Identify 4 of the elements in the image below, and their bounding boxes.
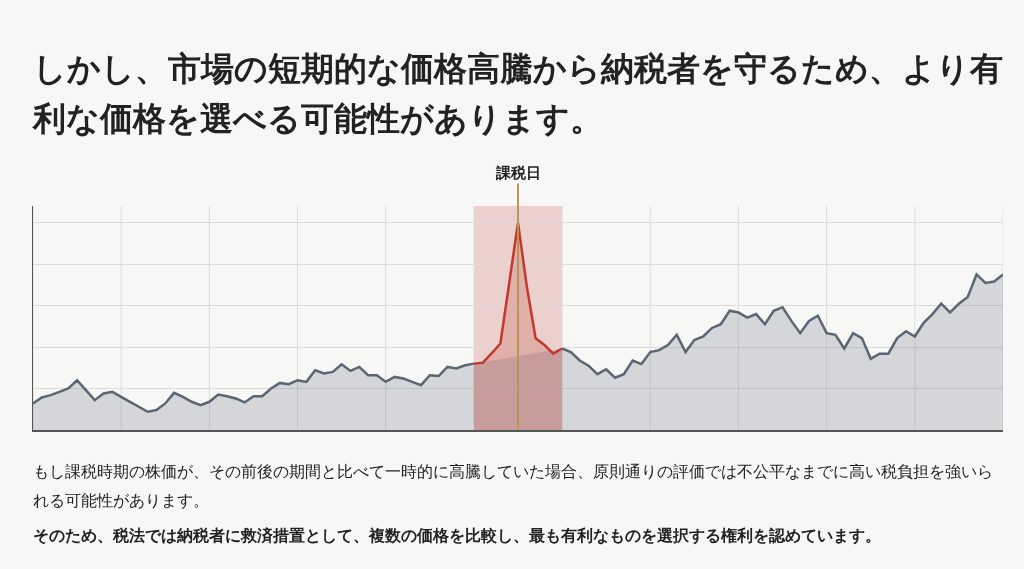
text: 課税日 (496, 164, 541, 182)
chart-title: しかし、市場の短期的な価格高騰から納税者を守るため、より有利な価格を選べる可能性があります。 (33, 48, 1004, 140)
text: もし課税時期の株価が、その前後の期間と比べて一時的に高騰していた場合、原則通りの評価では不公平なまでに高い税負担を強いられる可能性があります。 (33, 462, 994, 512)
text: そのため、税法では納税者に救済措置として、複数の価格を比較し、最も有利なものを選択する権利を認めています。 (33, 526, 882, 547)
